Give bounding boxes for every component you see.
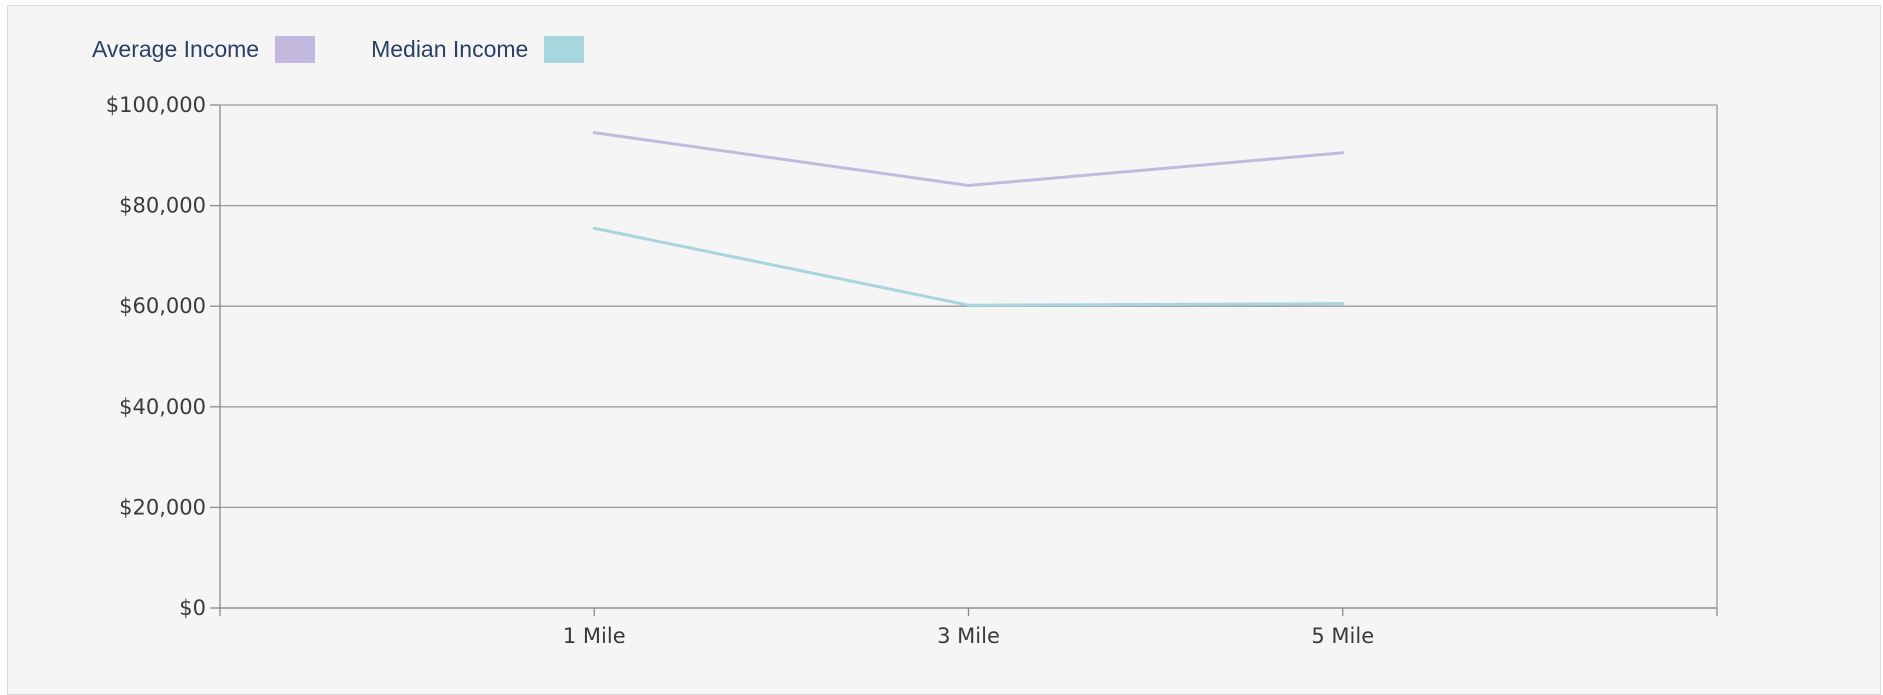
series-1-point-0 — [592, 226, 596, 230]
legend-item-average-income: Average Income — [92, 36, 316, 63]
y-tick-label-5: $100,000 — [106, 93, 206, 117]
legend-label-median-income: Median Income — [371, 36, 529, 62]
y-tick-label-2: $40,000 — [119, 395, 206, 419]
income-line-chart: $0 $20,000 $40,000 $60,000 $80,000 $100,000 1 … — [106, 93, 1718, 648]
chart-legend: Average Income Median Income — [92, 36, 640, 63]
series-line-0 — [594, 131, 1343, 187]
legend-label-average-income: Average Income — [92, 36, 260, 62]
y-tick-label-1: $20,000 — [119, 495, 206, 519]
x-tick-label-2: 5 Mile — [1311, 624, 1374, 648]
series-line-1 — [593, 226, 1343, 307]
series-1-point-1 — [967, 303, 970, 307]
series-0-point-0 — [592, 131, 596, 135]
series-1-point-2 — [1341, 302, 1345, 306]
series-0-point-2 — [1341, 151, 1345, 155]
chart-panel: Average Income Median Income — [7, 5, 1881, 695]
y-tick-label-3: $60,000 — [119, 294, 206, 318]
legend-swatch-median-income — [544, 36, 585, 63]
legend-item-median-income: Median Income — [371, 36, 585, 63]
legend-swatch-average-income — [275, 36, 316, 63]
y-tick-label-4: $80,000 — [119, 194, 206, 218]
x-tick-label-1: 3 Mile — [937, 624, 1000, 648]
y-tick-label-0: $0 — [179, 596, 206, 620]
series-0-point-1 — [967, 183, 970, 187]
x-tick-label-0: 1 Mile — [563, 624, 626, 648]
